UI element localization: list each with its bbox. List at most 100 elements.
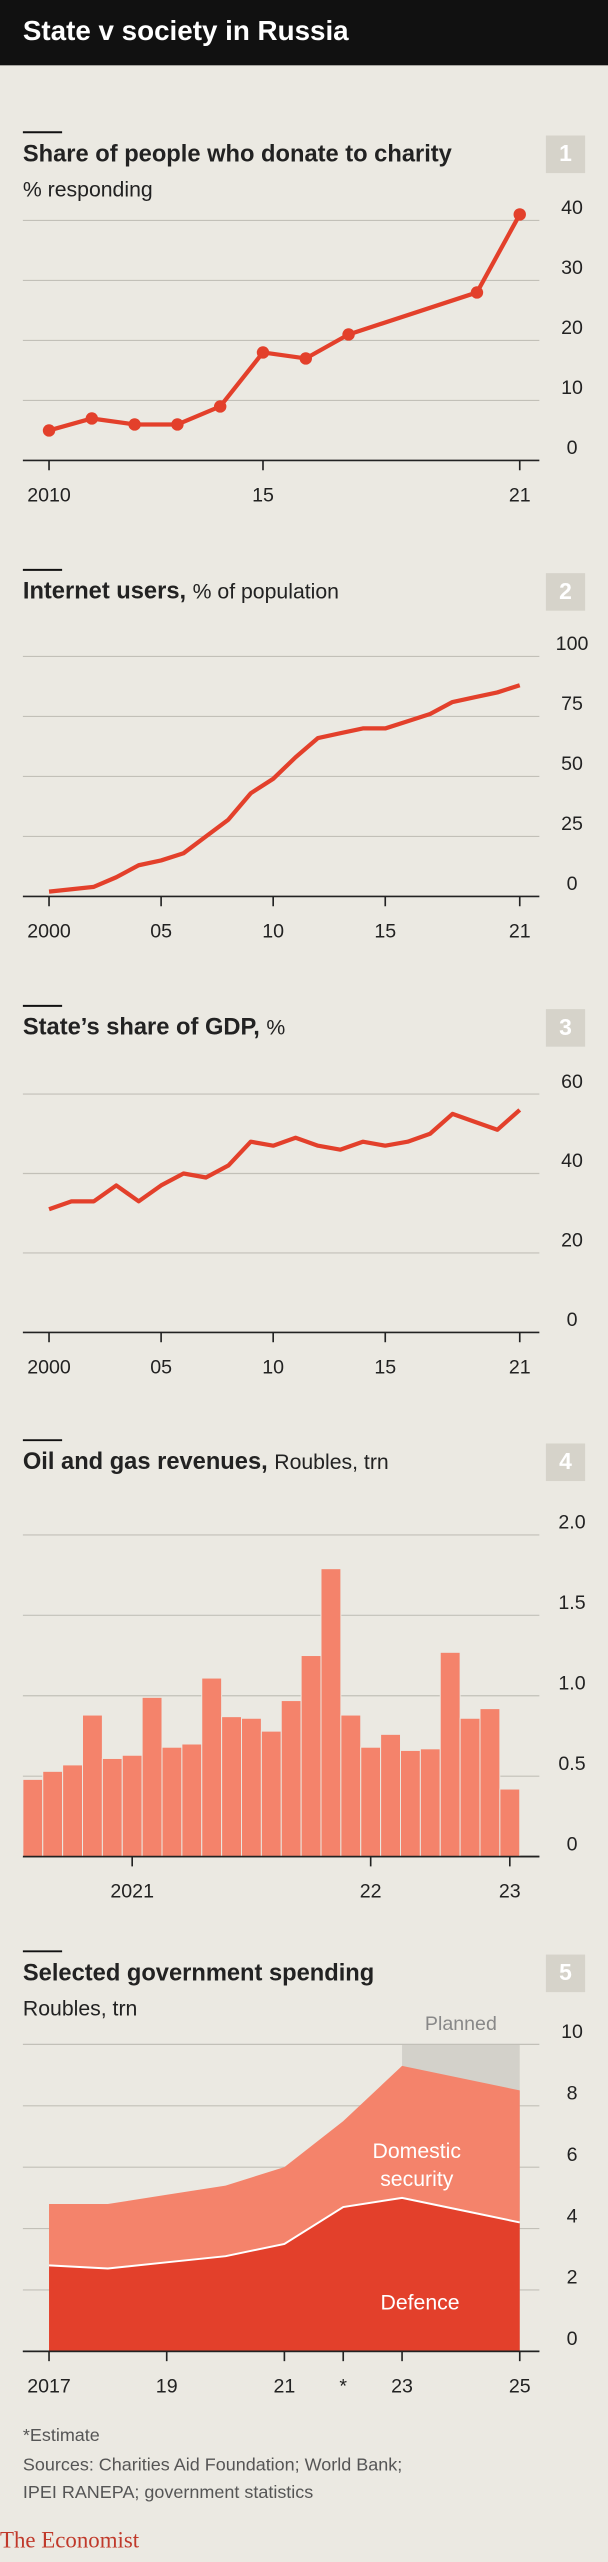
bar (62, 1764, 83, 1858)
point (342, 328, 355, 341)
note: *Estimate (23, 2425, 100, 2445)
x-tick-label: 10 (262, 921, 284, 943)
point (171, 418, 184, 431)
bar (380, 1733, 401, 1858)
bar (479, 1708, 501, 1858)
line (48, 1108, 522, 1212)
panel-badge (545, 1009, 586, 1047)
y-tick-label: 20 (561, 1230, 583, 1252)
point (42, 424, 56, 437)
y-tick-label: 10 (561, 2021, 583, 2043)
y-tick-label: 50 (561, 753, 583, 775)
subtitle-text: Roubles, trn (274, 1451, 388, 1474)
y-tick-label: 2 (567, 2267, 578, 2289)
bar (360, 1746, 382, 1858)
panel-badge (545, 573, 586, 611)
header-band (0, 0, 608, 66)
series-label-line: Domestic (373, 2140, 462, 2163)
y-tick-label: 2.0 (558, 1512, 585, 1534)
chart-title: Share of people who donate to charity (23, 141, 453, 167)
y-tick-label: 0 (567, 873, 578, 895)
point (128, 418, 141, 431)
y-tick-label: 1.0 (558, 1673, 585, 1695)
panel-number: 3 (559, 1014, 572, 1040)
bar (300, 1655, 322, 1858)
bar (320, 1568, 342, 1858)
note: IPEI RANEPA; government statistics (23, 2482, 313, 2502)
y-tick-label: 60 (561, 1071, 583, 1093)
x-tick-label: 10 (262, 1357, 284, 1379)
y-tick-label: 6 (567, 2144, 578, 2166)
x-tick-label: 2000 (27, 1357, 71, 1379)
bar (201, 1677, 223, 1858)
y-tick-label: 20 (561, 317, 583, 339)
panel-number: 2 (559, 578, 572, 604)
x-tick-label: 22 (360, 1881, 382, 1903)
subtitle-text: % of population (193, 580, 339, 603)
y-tick-label: 0 (567, 2328, 578, 2350)
title-text: State’s share of GDP, (23, 1015, 260, 1041)
x-tick-label: 2017 (27, 2375, 71, 2397)
series-label: Defence (381, 2292, 460, 2315)
panel-number: 5 (559, 1959, 572, 1985)
bar (101, 1757, 123, 1858)
note: Sources: Charities Aid Foundation; World… (23, 2454, 402, 2474)
x-tick-label: 21 (273, 2375, 295, 2397)
bar (499, 1788, 521, 1858)
chart-title: Selected government spending (23, 1960, 374, 1986)
panel-number: 4 (559, 1448, 572, 1474)
chart-subtitle: Roubles, trn (23, 1998, 137, 2021)
panel-badge (545, 1954, 586, 1993)
bar (400, 1749, 421, 1858)
series-label-line: security (380, 2168, 454, 2191)
y-tick-label: 40 (561, 1150, 583, 1172)
area (49, 2065, 520, 2269)
y-tick-label: 100 (556, 633, 589, 655)
series-label: Domestic security (373, 2140, 462, 2191)
y-tick-label: 0 (567, 1309, 578, 1331)
y-tick-label: 75 (561, 693, 583, 715)
x-tick-label: * (339, 2375, 347, 2397)
y-tick-label: 8 (567, 2083, 578, 2105)
bar (42, 1770, 64, 1858)
bar (459, 1717, 481, 1858)
x-tick-label: 23 (499, 1881, 521, 1903)
subtitle-text: % (266, 1016, 285, 1039)
x-tick-label: 2021 (110, 1881, 154, 1903)
point (213, 400, 227, 413)
title-text: Oil and gas revenues, (23, 1449, 268, 1475)
chart-title: Oil and gas revenues, Roubles, trn (23, 1449, 389, 1475)
panel-badge (545, 135, 586, 174)
y-tick-label: 0 (567, 1833, 578, 1855)
bar (260, 1730, 282, 1858)
x-tick-label: 21 (509, 921, 531, 943)
panel-number: 1 (559, 140, 572, 166)
x-tick-label: 05 (150, 1357, 172, 1379)
point (85, 412, 99, 425)
y-tick-label: 30 (561, 257, 583, 279)
chart-title: Internet users, % of population (23, 579, 339, 605)
bar (241, 1717, 262, 1858)
x-tick-label: 15 (252, 485, 274, 507)
panel-badge (545, 1443, 586, 1482)
bar (439, 1651, 461, 1858)
point (470, 286, 484, 299)
point (256, 346, 270, 359)
bar (419, 1748, 441, 1858)
header-title: State v society in Russia (23, 15, 349, 46)
line (48, 683, 521, 894)
x-tick-label: 21 (509, 485, 531, 507)
bar (221, 1716, 242, 1858)
point (299, 352, 312, 365)
x-tick-label: 05 (150, 921, 172, 943)
x-tick-label: 25 (509, 2375, 531, 2397)
brand: The Economist (0, 2528, 140, 2553)
bar (141, 1696, 163, 1858)
annotation-label: Planned (425, 2013, 497, 2035)
y-tick-label: 40 (561, 197, 583, 219)
bar (161, 1746, 183, 1858)
y-tick-label: 0.5 (558, 1753, 585, 1775)
bar (121, 1754, 143, 1858)
